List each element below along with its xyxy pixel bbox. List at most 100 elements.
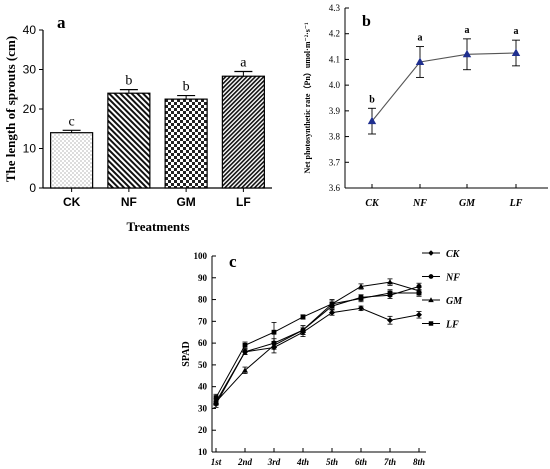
line-chart-panel-c: 10 20 30 40 50 60 70 80 90 100 1st 2nd 3rd 4th 5th 6th 7… — [181, 249, 463, 467]
significance-letter: c — [69, 114, 75, 129]
x-tick-label: 3rd — [267, 457, 281, 467]
y-tick-label: 40 — [198, 382, 208, 392]
data-point — [300, 314, 306, 320]
legend-label: GM — [446, 296, 463, 307]
significance-letter: a — [240, 55, 247, 70]
y-tick-label: 4.0 — [329, 80, 341, 90]
legend-label: CK — [446, 249, 461, 260]
data-point — [415, 57, 425, 65]
bar — [164, 98, 208, 189]
x-tick-label: CK — [365, 198, 380, 209]
y-tick-label: 20 — [198, 425, 208, 435]
x-tick-label: 6th — [355, 457, 367, 467]
x-tick-label: 7th — [384, 457, 396, 467]
x-tick-label: 4th — [296, 457, 309, 467]
x-tick-label: 5th — [326, 457, 338, 467]
data-point — [271, 342, 277, 348]
significance-letter: a — [465, 25, 470, 36]
y-tick-label: 100 — [194, 251, 208, 261]
x-tick-label: 1st — [211, 457, 222, 467]
y-tick-label: 3.8 — [329, 132, 341, 142]
y-tick-label: 20 — [23, 102, 37, 116]
x-tick-label: GM — [176, 195, 195, 209]
x-tick-label: LF — [236, 195, 251, 209]
series-ck — [213, 305, 422, 408]
y-tick-label: 90 — [198, 273, 208, 283]
y-tick-label: 30 — [198, 403, 208, 413]
data-point — [300, 327, 306, 333]
y-tick-label: 50 — [198, 360, 208, 370]
x-tick-label: 2nd — [237, 457, 253, 467]
significance-letter: b — [183, 80, 190, 95]
y-tick-label: 3.7 — [329, 157, 341, 167]
data-point — [271, 329, 277, 335]
bar — [107, 92, 151, 189]
series-line — [215, 292, 419, 398]
series-line — [215, 286, 420, 403]
series-line — [371, 52, 517, 122]
data-point — [462, 49, 472, 58]
panel-label: c — [229, 252, 237, 271]
y-tick-label: 4.2 — [329, 29, 340, 39]
data-point — [242, 367, 248, 373]
y-tick-label: 30 — [23, 63, 37, 77]
data-point — [416, 311, 422, 318]
line-chart-panel-b: 3.6 3.7 3.8 3.9 4.0 4.1 4.2 4.3 b CK a NF a GM a LF Net … — [302, 3, 548, 209]
panel-label: a — [57, 13, 66, 32]
data-point — [387, 290, 393, 296]
data-point — [387, 317, 393, 324]
y-axis-label: The length of sprouts (cm) — [3, 36, 18, 182]
x-tick-label: 8th — [413, 457, 425, 467]
series-lf — [213, 289, 422, 402]
x-tick-label: GM — [459, 198, 476, 209]
x-axis-label: Treatments — [126, 219, 189, 234]
x-tick-label: LF — [509, 198, 523, 209]
y-tick-label: 4.1 — [329, 54, 340, 64]
data-point — [242, 342, 248, 348]
data-point — [213, 398, 219, 405]
y-tick-label: 60 — [198, 338, 208, 348]
data-point — [511, 48, 521, 56]
significance-letter: b — [125, 74, 132, 89]
significance-letter: a — [418, 33, 423, 44]
y-tick-label: 10 — [23, 142, 37, 156]
y-tick-label: 3.6 — [329, 183, 341, 193]
x-tick-label: NF — [412, 198, 427, 209]
data-point — [358, 296, 364, 301]
y-axis-label: SPAD — [181, 341, 192, 366]
data-point — [416, 290, 422, 296]
data-point — [213, 395, 219, 400]
panel-label: b — [362, 13, 371, 30]
legend-label: LF — [445, 320, 459, 331]
legend-marker — [428, 274, 434, 279]
y-tick-label: 4.3 — [329, 3, 341, 13]
series-line — [215, 307, 420, 405]
y-tick-label: 0 — [29, 181, 36, 195]
data-point — [358, 283, 364, 289]
legend-marker — [428, 297, 434, 303]
y-tick-label: 80 — [198, 295, 208, 305]
data-point — [367, 116, 377, 125]
data-point — [329, 309, 335, 316]
y-tick-label: 3.9 — [329, 106, 341, 116]
y-axis-label: Net photosynthetic rate（Pn）umol·m⁻²·s⁻¹ — [302, 22, 312, 174]
y-tick-label: 10 — [198, 447, 208, 457]
series-line — [215, 281, 420, 403]
significance-letter: b — [369, 94, 375, 105]
data-point — [329, 301, 335, 307]
bar-chart-panel-a: 0 10 20 30 40 c CK b NF b GM a LF Treatments The lengt… — [3, 13, 272, 234]
legend-marker — [428, 321, 434, 326]
x-tick-label: CK — [63, 195, 81, 209]
bar — [221, 75, 265, 189]
x-tick-label: NF — [121, 195, 137, 209]
y-tick-label: 40 — [23, 23, 37, 37]
data-point — [387, 279, 393, 285]
legend-marker — [428, 250, 434, 256]
bar — [50, 132, 94, 189]
data-point — [242, 349, 248, 355]
y-tick-label: 70 — [198, 316, 208, 326]
significance-letter: a — [514, 26, 519, 37]
legend-label: NF — [445, 273, 460, 284]
data-point — [358, 305, 364, 312]
